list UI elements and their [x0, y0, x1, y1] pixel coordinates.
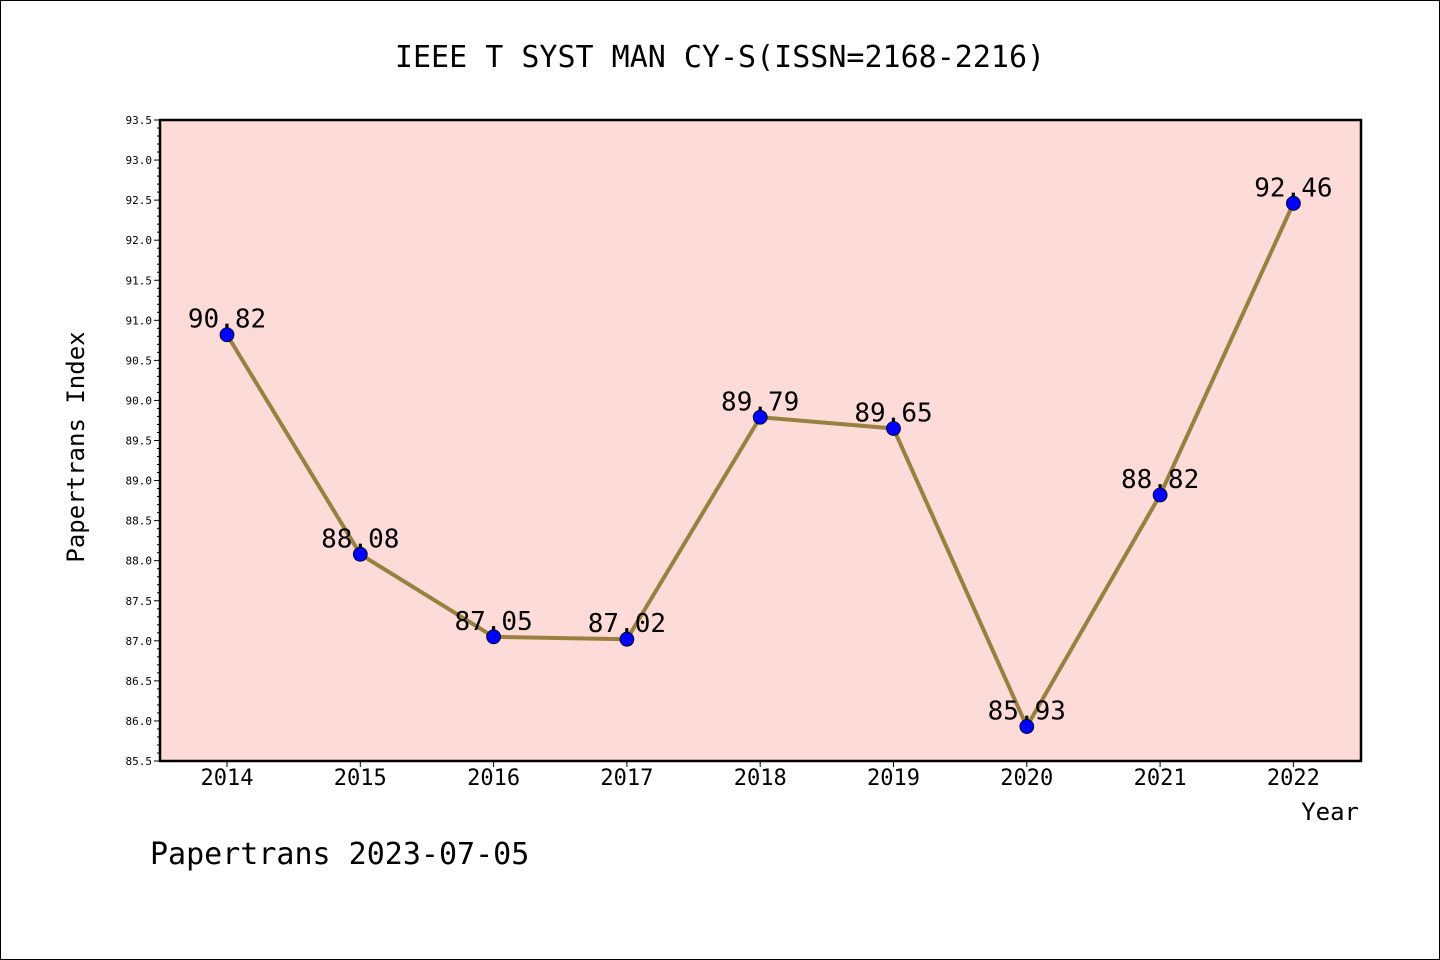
y-axis: 85.5 86.0 86.5 87.0 87.5 88.0 88.5 89.0 89.5 90.0…	[126, 114, 160, 768]
data-point-marker	[1286, 195, 1301, 211]
data-point-marker	[486, 629, 502, 645]
y-tick-label: 91.0	[126, 314, 153, 327]
x-tick-label: 2020	[1000, 766, 1053, 791]
data-point-marker	[886, 421, 901, 436]
x-tick-label: 2017	[600, 766, 653, 791]
data-label: 88.08	[321, 524, 399, 554]
y-tick-label: 88.5	[126, 515, 153, 528]
x-tick-label: 2018	[734, 766, 787, 791]
x-tick-label: 2014	[201, 766, 254, 791]
y-axis-label: Papertrans Index	[62, 331, 90, 562]
x-tick-label: 2022	[1267, 766, 1320, 791]
data-point-marker	[1152, 487, 1168, 503]
x-tick-label: 2021	[1134, 766, 1187, 791]
y-tick-label: 87.0	[126, 635, 153, 648]
data-labels: 90.82 88.08 87.05 87.02 89.79 89.65 85.93 88.82…	[188, 173, 1333, 726]
footer-credit: Papertrans 2023-07-05	[150, 837, 529, 872]
chart-title: IEEE T SYST MAN CY-S(ISSN=2168-2216)	[395, 40, 1045, 75]
data-point-marker	[1019, 719, 1035, 734]
data-label: 88.82	[1121, 465, 1199, 495]
data-label: 87.02	[588, 609, 666, 639]
y-tick-label: 91.5	[126, 274, 153, 287]
y-tick-label: 89.0	[126, 475, 153, 488]
x-tick-label: 2015	[334, 766, 387, 791]
data-label: 90.82	[188, 305, 266, 335]
y-tick-label: 90.5	[126, 354, 153, 367]
y-tick-label: 87.5	[126, 595, 153, 608]
y-tick-label: 93.5	[126, 114, 153, 127]
x-axis: 2014 2015 2016 2017 2018 2019 2020 2021 2022	[201, 761, 1320, 791]
x-tick-label: 2016	[467, 766, 520, 791]
y-tick-label: 93.0	[126, 154, 153, 167]
y-tick-label: 92.0	[126, 234, 153, 247]
data-point-marker	[352, 546, 368, 562]
x-axis-label: Year	[1301, 798, 1359, 826]
y-tick-label: 86.0	[126, 715, 153, 728]
data-point-marker	[219, 327, 235, 343]
y-tick-label: 86.5	[126, 675, 153, 688]
data-label: 89.79	[721, 387, 799, 417]
y-tick-label: 92.5	[126, 194, 153, 207]
x-tick-label: 2019	[867, 766, 920, 791]
data-point-marker	[619, 631, 635, 647]
data-label: 89.65	[854, 398, 932, 428]
y-tick-label: 85.5	[126, 755, 153, 768]
data-label: 87.05	[454, 607, 532, 637]
data-point-marker	[752, 409, 768, 425]
data-label: 85.93	[988, 697, 1066, 727]
y-tick-label: 89.5	[126, 435, 153, 448]
y-tick-label: 90.0	[126, 394, 153, 407]
data-points	[219, 195, 1301, 734]
plot-area	[158, 118, 1363, 763]
y-tick-label: 88.0	[126, 555, 153, 568]
data-label: 92.46	[1254, 173, 1332, 203]
